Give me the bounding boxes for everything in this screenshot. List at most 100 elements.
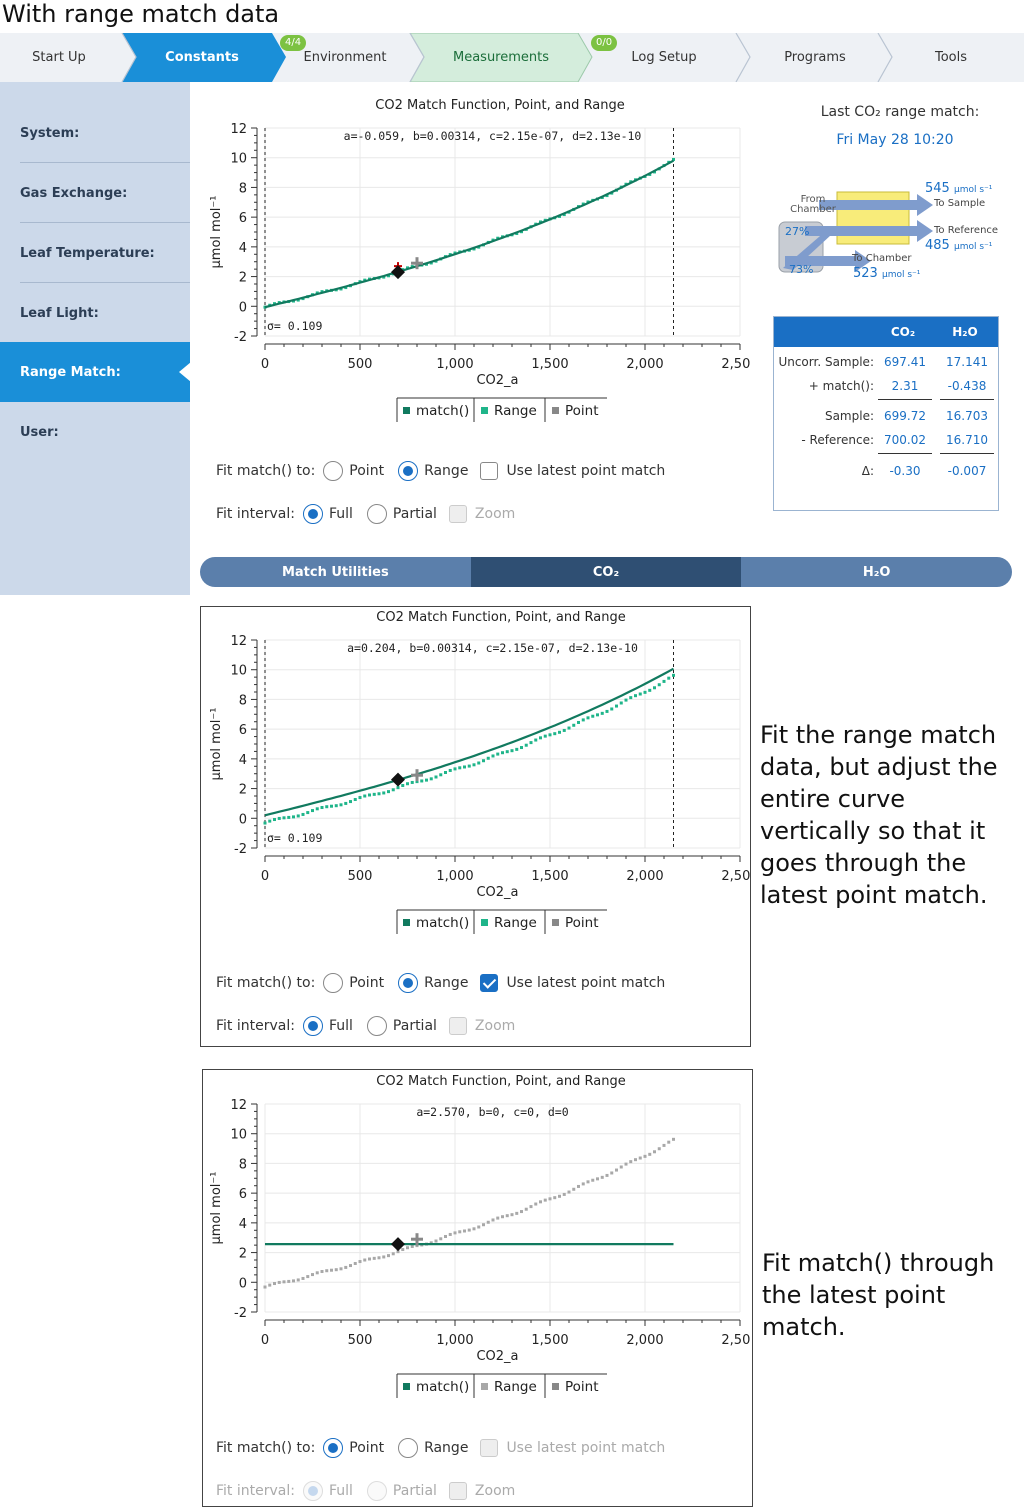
range-radio[interactable] (398, 973, 419, 993)
sum-line (940, 453, 994, 454)
y-tick-label: -2 (234, 330, 247, 345)
tab-label: Tools (934, 50, 968, 65)
zoom-checkbox[interactable] (448, 1017, 467, 1035)
legend-label: Point (565, 915, 599, 931)
full-label: Full (328, 1483, 353, 1499)
tab-constants[interactable]: Constants (136, 33, 268, 82)
chart-panel-1: CO2 Match Function, Point, and Range -2 0… (200, 96, 750, 426)
range-point (600, 1175, 604, 1179)
tab-programs[interactable]: Programs (750, 33, 880, 82)
range-point (292, 1279, 295, 1283)
full-radio[interactable] (302, 504, 323, 524)
point-radio[interactable] (323, 1438, 344, 1458)
tab-label: Log Setup (631, 50, 697, 65)
range-point (277, 816, 281, 820)
range-label: Range (424, 975, 469, 991)
range-radio[interactable] (398, 461, 419, 481)
match-line (264, 159, 675, 309)
point-radio[interactable] (323, 973, 344, 993)
range-point (463, 1229, 466, 1233)
segment-co2[interactable]: CO₂ (470, 557, 742, 587)
tab-environment[interactable]: Environment (286, 33, 404, 82)
range-point (624, 698, 628, 702)
y-tick-label: 8 (239, 1157, 247, 1172)
range-point (358, 796, 362, 800)
range-point (662, 1143, 666, 1147)
range-point (615, 704, 618, 708)
sidebar-item-range-match[interactable]: Range Match: (0, 342, 190, 402)
y-axis-label: µmol mol⁻¹ (209, 196, 224, 269)
use-latest-checkbox[interactable] (480, 974, 499, 992)
latest-point-diamond (391, 1237, 405, 1252)
sigma-label: σ= 0.109 (267, 319, 322, 333)
segment-match-utilities[interactable]: Match Utilities (200, 557, 471, 587)
latest-point-diamond (391, 265, 405, 280)
range-point (610, 707, 614, 711)
range-point (643, 690, 647, 694)
panel-3: CO2 Match Function, Point, and Range -2 0… (202, 1069, 753, 1507)
active-pointer-icon (179, 362, 191, 382)
range-point (377, 792, 381, 796)
y-tick-label: 0 (239, 300, 247, 315)
range-point (277, 1280, 281, 1284)
use-latest-checkbox[interactable] (480, 462, 499, 480)
sidebar-item-system[interactable]: System: (0, 103, 190, 163)
point-radio[interactable] (323, 461, 344, 481)
full-radio[interactable] (302, 1481, 323, 1501)
flow-diagram: From Chamber 27% 73% 545 µmol s⁻¹ To Sam… (775, 180, 1020, 290)
range-point (320, 1270, 324, 1274)
use-latest-checkbox[interactable] (480, 1439, 499, 1457)
tab-start-up[interactable]: Start Up (0, 33, 118, 82)
col-h2o-header: H₂O (952, 325, 978, 339)
tab-log-setup[interactable]: Log Setup (592, 33, 736, 82)
range-point (496, 1216, 500, 1220)
range-point (543, 734, 547, 738)
y-tick-label: 4 (239, 241, 247, 256)
fit-match-label: Fit match() to: (216, 975, 316, 991)
fit-interval-label: Fit interval: (216, 1018, 295, 1034)
chart-title: CO2 Match Function, Point, and Range (376, 1074, 626, 1089)
legend-swatch (403, 407, 410, 414)
range-point (643, 1154, 647, 1158)
fit-match-row: Fit match() to: Point Range Use latest p… (216, 973, 665, 993)
tab-measurements[interactable]: Measurements (424, 33, 578, 82)
range-point (553, 732, 557, 736)
sidebar-item-user[interactable]: User: (0, 402, 190, 462)
partial-radio[interactable] (366, 1016, 387, 1036)
value: 545 (925, 181, 950, 196)
zoom-checkbox[interactable] (448, 1482, 467, 1500)
range-point (672, 157, 675, 161)
range-point (491, 754, 495, 758)
range-point (382, 791, 386, 795)
range-point (515, 747, 519, 751)
range-point (577, 1184, 580, 1188)
range-point (539, 1200, 542, 1204)
range-point (600, 711, 604, 715)
point-label: Point (349, 975, 385, 991)
to-chamber-label: To Chamber (852, 253, 912, 264)
sidebar-item-leaf-temperature[interactable]: Leaf Temperature: (0, 223, 190, 283)
range-point (420, 779, 424, 783)
range-point (638, 1156, 642, 1160)
range-point (406, 1246, 409, 1250)
legend-swatch (552, 407, 559, 414)
partial-radio[interactable] (366, 1481, 387, 1501)
legend-label: match() (416, 1379, 469, 1395)
range-point (524, 1207, 528, 1211)
full-radio[interactable] (302, 1016, 323, 1036)
legend-box (397, 398, 607, 422)
range-point (529, 1205, 533, 1209)
range-radio[interactable] (398, 1438, 419, 1458)
partial-radio[interactable] (366, 504, 387, 524)
x-tick-label: 2,000 (626, 1333, 663, 1348)
range-point (534, 738, 538, 742)
sidebar-item-gas-exchange[interactable]: Gas Exchange: (0, 163, 190, 223)
segment-h2o[interactable]: H₂O (741, 557, 1012, 587)
zoom-checkbox[interactable] (448, 505, 467, 523)
tab-tools[interactable]: Tools (892, 33, 1010, 82)
range-point (296, 298, 300, 302)
x-tick-label: 2,000 (626, 869, 663, 884)
sidebar-item-leaf-light[interactable]: Leaf Light: (0, 283, 190, 343)
legend-swatch (552, 919, 559, 926)
range-point (410, 780, 414, 784)
